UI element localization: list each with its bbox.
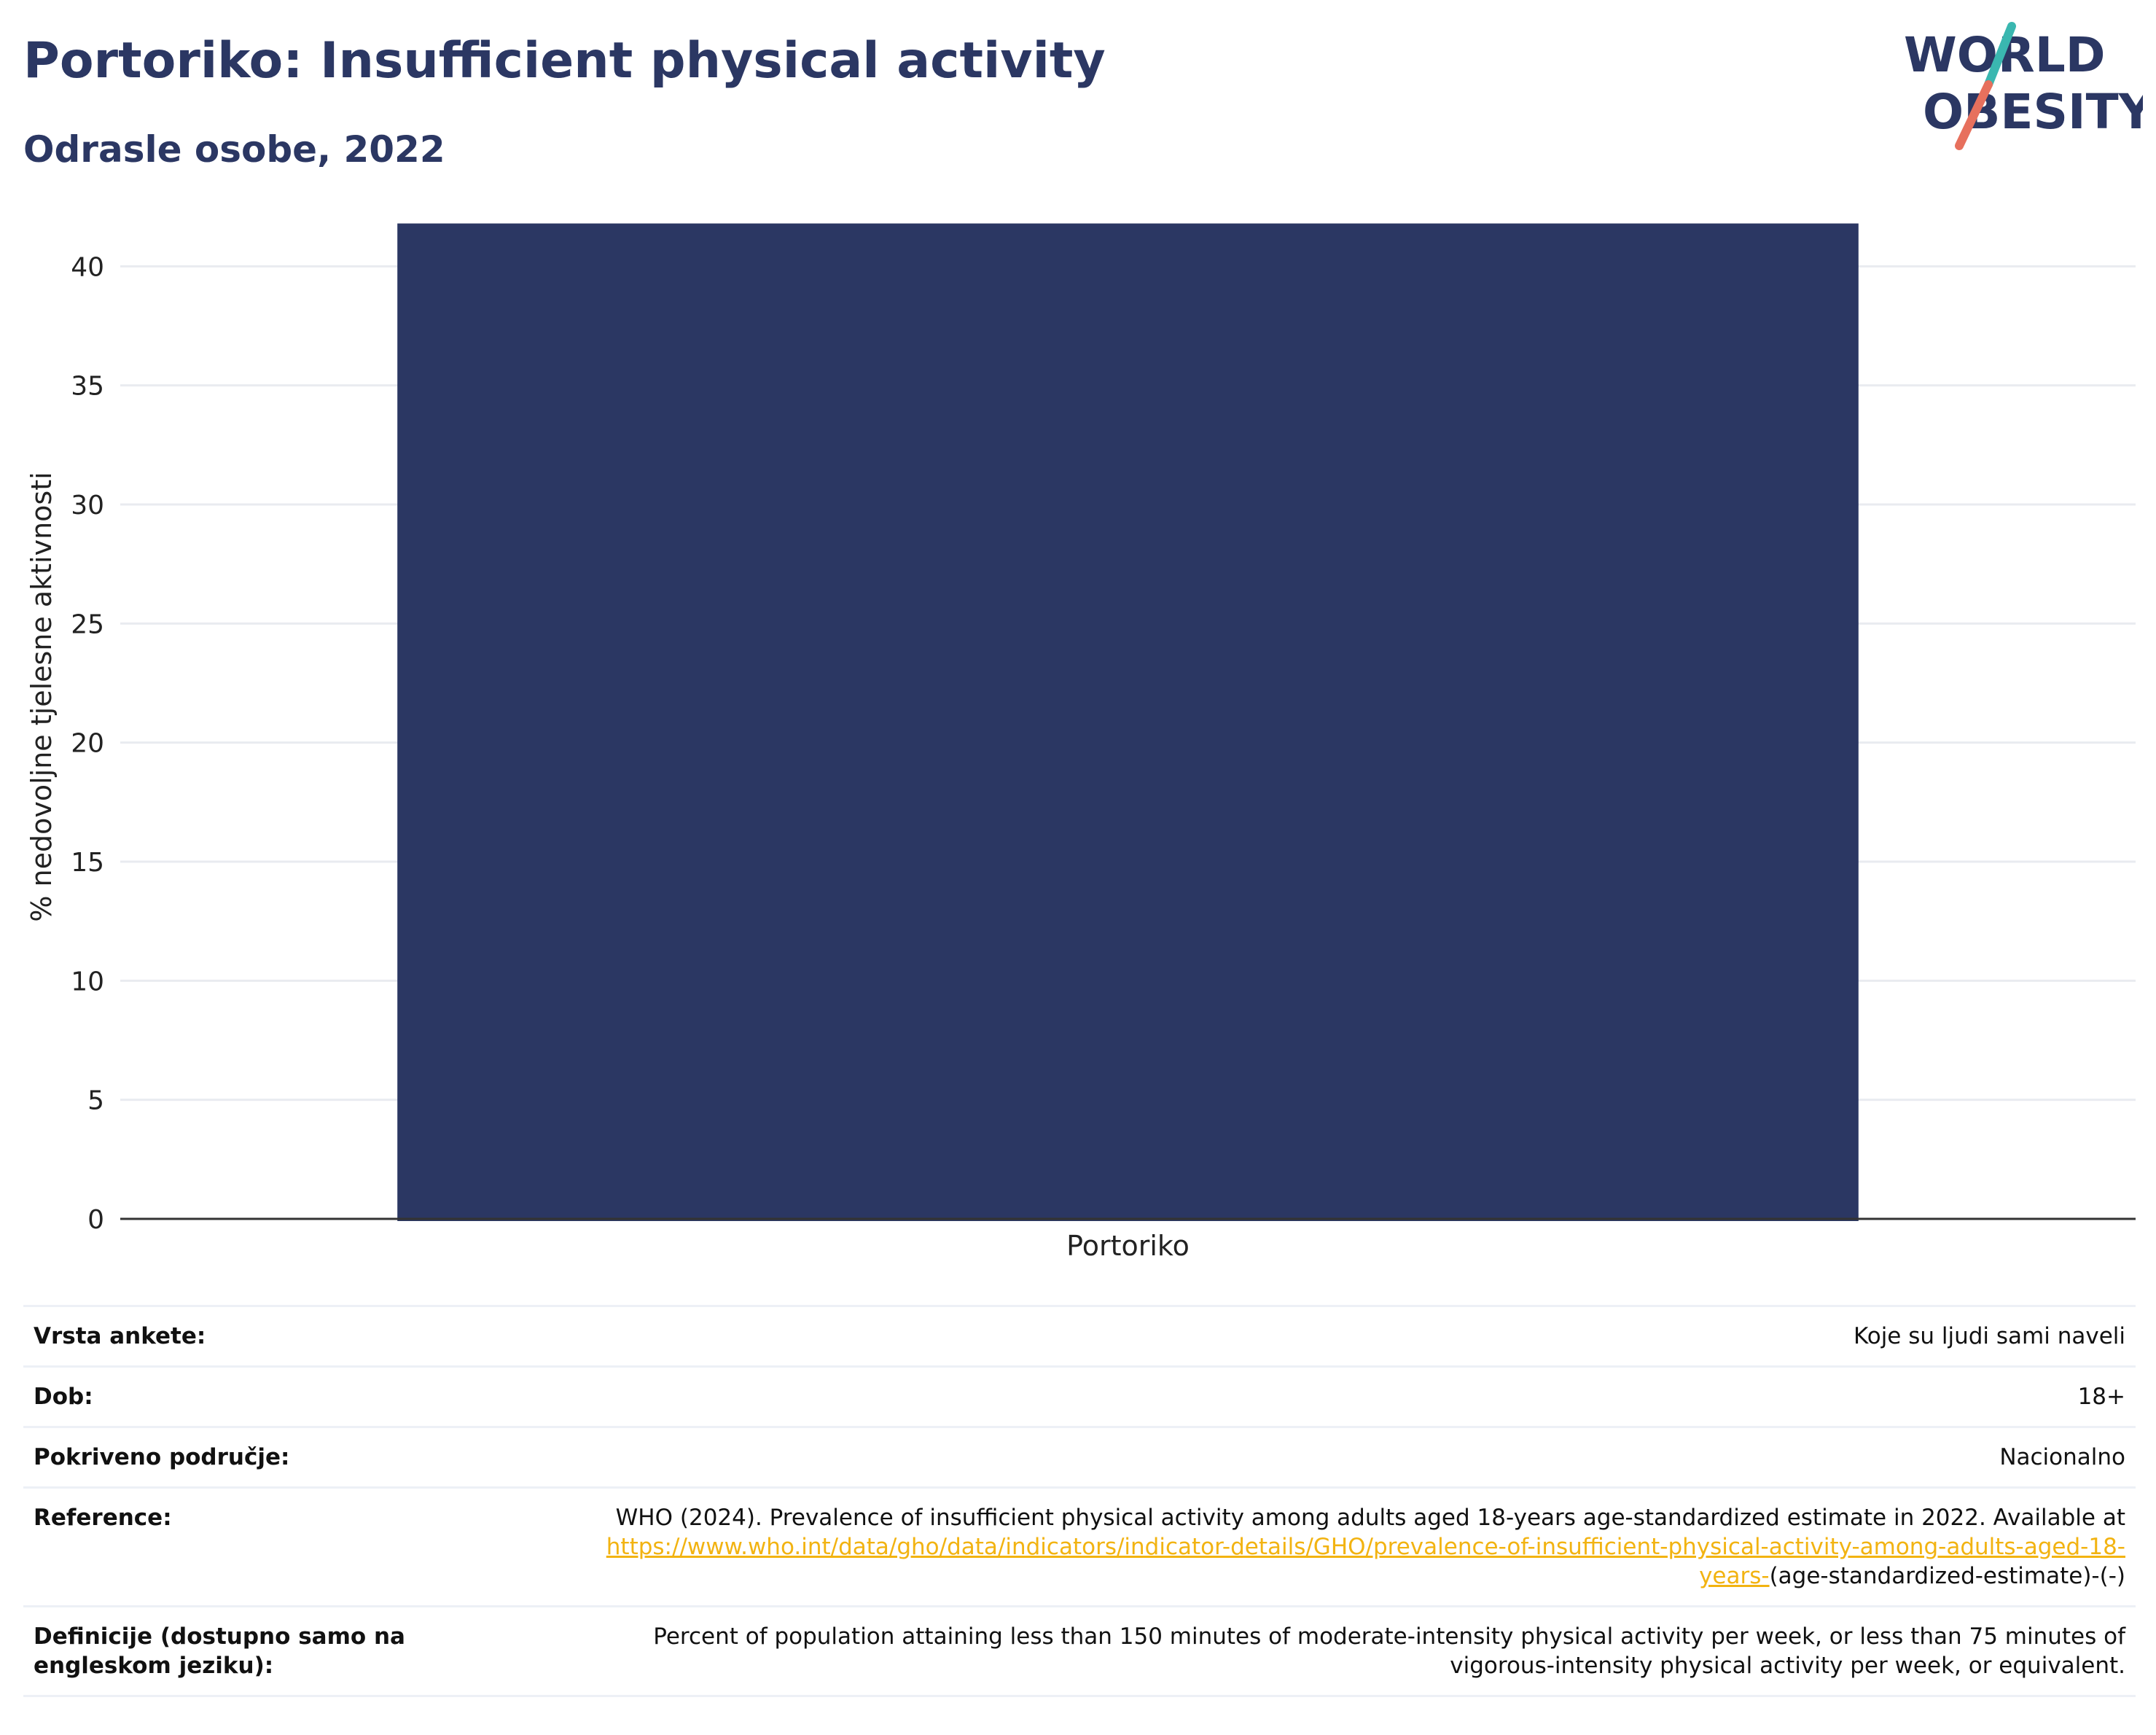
meta-row-coverage: Pokriveno područje: Nacionalno: [23, 1427, 2136, 1488]
coverage-value: Nacionalno: [1999, 1444, 2125, 1470]
reference-value: WHO (2024). Prevalence of insufficient p…: [554, 1488, 2136, 1607]
y-tick-label: 10: [71, 967, 104, 997]
world-obesity-logo: WORLD OBESITY: [1904, 22, 2143, 150]
y-axis-ticks: 0 5 10 15 20 25 30 35 40: [71, 252, 104, 1235]
y-axis-label: % nedovoljne tjelesne aktivnosti: [26, 472, 58, 921]
bar: [397, 223, 1859, 1221]
definition-label: Definicije (dostupno samo na engleskom j…: [34, 1623, 405, 1679]
x-axis-ticks: Portoriko: [1066, 1230, 1190, 1262]
logo-slash-top: [1984, 22, 2016, 89]
page-subtitle: Odrasle osobe, 2022: [23, 128, 445, 171]
meta-row-age: Dob: 18+: [23, 1366, 2136, 1427]
survey-type-label: Vrsta ankete:: [34, 1323, 206, 1349]
y-tick-label: 30: [71, 491, 104, 520]
coverage-label: Pokriveno područje:: [34, 1444, 290, 1470]
logo-word-obesity: OBESITY: [1923, 84, 2143, 140]
definition-value: Percent of population attaining less tha…: [653, 1623, 2125, 1679]
metadata-table: Vrsta ankete: Koje su ljudi sami naveli …: [23, 1305, 2136, 1697]
survey-type-value: Koje su ljudi sami naveli: [1853, 1323, 2125, 1349]
bar-chart: 0 5 10 15 20 25 30 35 40 Portoriko % nedovoljne …: [26, 223, 2136, 1262]
reference-suffix: (age-standardized-estimate)-(-): [1769, 1563, 2125, 1589]
meta-row-reference: Reference: WHO (2024). Prevalence of ins…: [23, 1487, 2136, 1607]
y-tick-label: 40: [71, 252, 104, 282]
x-tick-label: Portoriko: [1066, 1230, 1190, 1262]
chart-bars: [397, 223, 1859, 1221]
meta-row-definition: Definicije (dostupno samo na engleskom j…: [23, 1606, 2136, 1696]
y-tick-label: 20: [71, 729, 104, 759]
reference-label: Reference:: [34, 1505, 172, 1531]
page-title: Portoriko: Insufficient physical activit…: [23, 32, 1106, 90]
meta-row-survey: Vrsta ankete: Koje su ljudi sami naveli: [23, 1306, 2136, 1367]
y-tick-label: 0: [87, 1205, 104, 1235]
y-tick-label: 35: [71, 372, 104, 402]
y-tick-label: 15: [71, 848, 104, 878]
y-tick-label: 25: [71, 609, 104, 639]
reference-text: WHO (2024). Prevalence of insufficient p…: [615, 1505, 2125, 1531]
age-label: Dob:: [34, 1384, 93, 1410]
reference-link[interactable]: https://www.who.int/data/gho/data/indica…: [606, 1534, 2125, 1589]
age-value: 18+: [2077, 1384, 2125, 1410]
logo-slash-bottom: [1955, 80, 1993, 150]
y-tick-label: 5: [87, 1086, 104, 1116]
